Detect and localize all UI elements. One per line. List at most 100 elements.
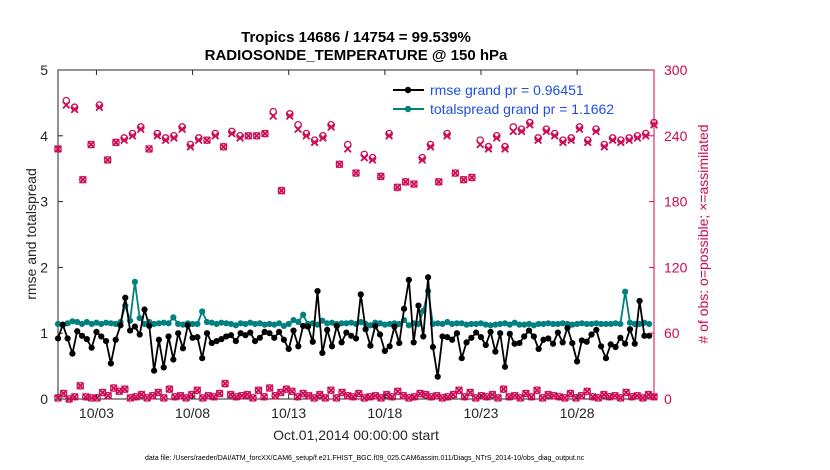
spread-point bbox=[203, 318, 211, 326]
y-tick-label: 3 bbox=[40, 194, 48, 210]
obs-possible-marker bbox=[376, 172, 385, 181]
rmse-point bbox=[429, 343, 437, 351]
spread-point bbox=[343, 320, 350, 327]
obs-assimilated-marker bbox=[517, 127, 526, 136]
spread-point bbox=[83, 318, 90, 326]
obs-assimilated-marker bbox=[59, 389, 68, 398]
rmse-point bbox=[617, 334, 624, 341]
obs-possible-marker bbox=[366, 392, 374, 401]
obs-assimilated-marker bbox=[410, 180, 418, 188]
obs-possible-marker bbox=[78, 175, 87, 184]
obs-assimilated-marker bbox=[360, 153, 369, 162]
rmse-point bbox=[511, 340, 518, 347]
rmse-point bbox=[300, 322, 307, 330]
obs-possible-marker bbox=[352, 169, 360, 177]
obs-possible-marker bbox=[555, 392, 564, 401]
spread-point bbox=[160, 319, 167, 326]
obs-assimilated-marker bbox=[193, 386, 202, 395]
spread-point bbox=[175, 320, 182, 328]
spread-point bbox=[348, 319, 355, 326]
obs-assimilated-marker bbox=[62, 101, 71, 110]
obs-assimilated-marker bbox=[616, 138, 625, 147]
obs-possible-marker bbox=[261, 129, 269, 138]
obs-possible-marker bbox=[438, 394, 447, 402]
rmse-point bbox=[309, 338, 316, 345]
obs-assimilated-marker bbox=[616, 393, 625, 402]
obs-assimilated-marker bbox=[455, 386, 463, 395]
rmse-point bbox=[434, 373, 441, 380]
obs-assimilated-marker bbox=[227, 129, 236, 138]
spread-point bbox=[545, 320, 552, 327]
spread-point bbox=[453, 320, 461, 327]
spread-point bbox=[468, 320, 475, 328]
obs-possible-marker bbox=[343, 391, 352, 400]
obs-possible-marker bbox=[451, 169, 460, 177]
obs-assimilated-marker bbox=[70, 392, 79, 401]
rmse-point bbox=[400, 305, 408, 312]
rmse-point bbox=[607, 341, 614, 348]
rmse-point bbox=[641, 332, 648, 339]
obs-assimilated-marker bbox=[136, 125, 145, 134]
spread-point bbox=[74, 318, 81, 326]
obs-possible-marker bbox=[354, 389, 363, 398]
obs-possible-marker bbox=[87, 140, 95, 149]
spread-point bbox=[376, 320, 384, 327]
y-right-tick-label: 300 bbox=[664, 62, 688, 78]
obs-possible-marker bbox=[165, 385, 174, 393]
obs-assimilated-marker bbox=[186, 142, 195, 151]
y-right-tick-label: 240 bbox=[664, 128, 688, 144]
spread-point bbox=[386, 320, 393, 328]
spread-point bbox=[434, 320, 441, 327]
obs-assimilated-marker bbox=[154, 388, 163, 397]
y-tick-label: 2 bbox=[40, 259, 48, 275]
rmse-point bbox=[242, 332, 249, 339]
rmse-point bbox=[588, 331, 595, 338]
obs-possible-marker bbox=[232, 392, 241, 401]
rmse-point bbox=[314, 287, 321, 295]
obs-assimilated-marker bbox=[534, 136, 543, 145]
rmse-point bbox=[501, 363, 509, 370]
obs-possible-marker bbox=[335, 160, 344, 169]
rmse-point bbox=[189, 334, 196, 341]
obs-assimilated-marker bbox=[343, 145, 352, 153]
obs-assimilated-marker bbox=[252, 131, 261, 140]
obs-possible-marker bbox=[103, 156, 112, 164]
obs-possible-marker bbox=[260, 392, 268, 401]
spread-point bbox=[242, 320, 249, 328]
y-axis-right: 0 60 120 180 240 300 bbox=[649, 62, 688, 407]
rmse-point bbox=[261, 328, 268, 335]
obs-possible-marker bbox=[616, 394, 625, 402]
spread-point bbox=[511, 319, 518, 326]
obs-assimilated-marker bbox=[302, 131, 311, 140]
spread-point bbox=[439, 320, 446, 328]
obs-assimilated-marker bbox=[332, 393, 341, 402]
obs-possible-marker bbox=[516, 394, 525, 402]
rmse-point bbox=[348, 332, 355, 339]
spread-point bbox=[487, 322, 494, 329]
rmse-point bbox=[251, 337, 259, 345]
spread-point bbox=[607, 320, 614, 328]
rmse-point bbox=[622, 340, 629, 347]
obs-assimilated-marker bbox=[159, 393, 168, 402]
rmse-point bbox=[492, 348, 499, 355]
obs-assimilated-marker bbox=[625, 136, 634, 145]
obs-assimilated-marker bbox=[592, 127, 600, 136]
rmse-point bbox=[473, 329, 480, 336]
rmse-point bbox=[74, 328, 81, 335]
obs-assimilated-marker bbox=[120, 385, 129, 394]
obs-possible-marker bbox=[566, 389, 575, 398]
chart-title-line1: Tropics 14686 / 14754 = 99.539% bbox=[241, 29, 471, 46]
rmse-point bbox=[83, 336, 90, 343]
rmse-point bbox=[102, 337, 110, 345]
rmse-point bbox=[256, 334, 263, 341]
obs-possible-marker bbox=[416, 389, 424, 398]
rmse-point bbox=[453, 330, 461, 337]
spread-point bbox=[559, 320, 566, 327]
rmse-point bbox=[521, 333, 528, 340]
spread-point bbox=[554, 320, 561, 328]
spread-point bbox=[622, 288, 629, 295]
obs-possible-marker bbox=[59, 389, 68, 398]
spread-point bbox=[227, 320, 235, 328]
obs-assimilated-marker bbox=[633, 134, 642, 142]
